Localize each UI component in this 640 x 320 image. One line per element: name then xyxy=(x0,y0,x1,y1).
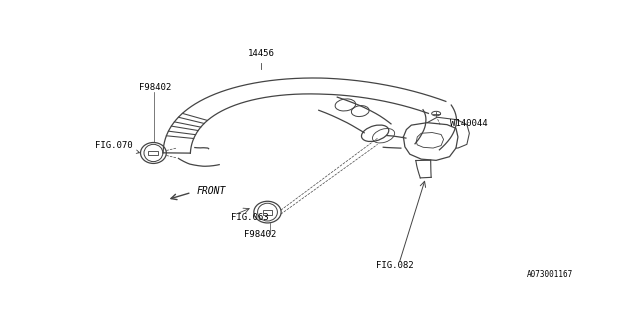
Text: FIG.070: FIG.070 xyxy=(95,141,140,154)
Text: 14456: 14456 xyxy=(248,49,275,58)
Text: F98402: F98402 xyxy=(244,230,276,239)
Text: FIG.063: FIG.063 xyxy=(231,212,269,221)
Text: W140044: W140044 xyxy=(449,119,487,128)
Bar xyxy=(148,151,158,156)
Text: A073001167: A073001167 xyxy=(527,270,573,279)
Text: FRONT: FRONT xyxy=(196,186,226,196)
Text: FIG.082: FIG.082 xyxy=(376,260,414,269)
Bar xyxy=(262,210,273,215)
Text: F98402: F98402 xyxy=(138,83,171,92)
